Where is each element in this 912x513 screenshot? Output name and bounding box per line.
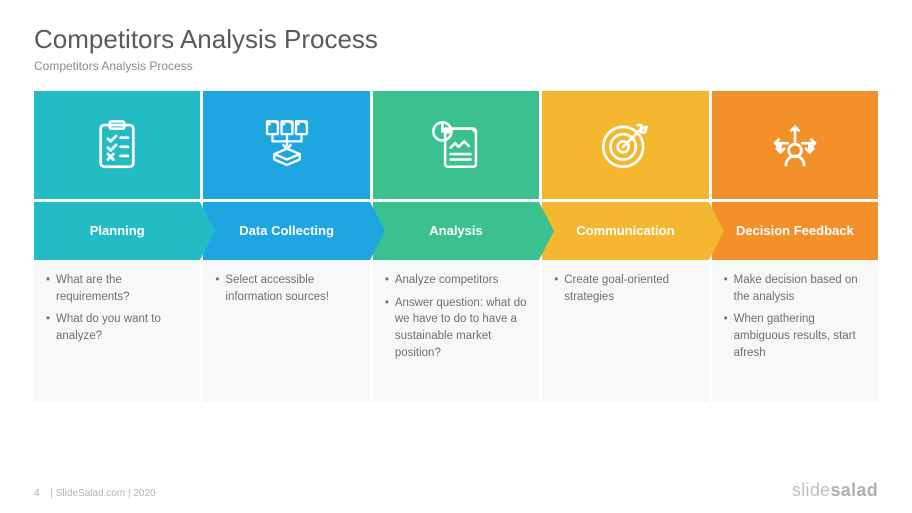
step-bullets: Create goal-oriented strategies [542,260,708,402]
brand-bold: salad [830,480,878,500]
step-label: Analysis [373,202,539,260]
step-bullets: Select accessible information sources! [203,260,369,402]
step-label: Planning [34,202,200,260]
bullet-item: Answer question: what do we have to do t… [385,295,527,362]
step-label-row: Decision Feedback [712,202,878,260]
footer: 4 | SlideSalad.com | 2020 [34,488,156,499]
step-label-row: Communication [542,202,708,260]
decision-icon [712,91,878,199]
bullet-item: Analyze competitors [385,272,527,289]
process-step: Decision FeedbackMake decision based on … [712,91,878,402]
step-bullets: What are the requirements? What do you wa… [34,260,200,402]
process-step: Data Collecting Select accessible informa… [203,91,369,402]
step-bullets: Make decision based on the analysis When … [712,260,878,402]
bullet-item: Create goal-oriented strategies [554,272,696,305]
step-label: Data Collecting [203,202,369,260]
step-label: Decision Feedback [712,202,878,260]
bullet-item: What are the requirements? [46,272,188,305]
bullet-item: What do you want to analyze? [46,311,188,344]
page-number: 4 [34,488,40,499]
process-step: Communication Create goal-oriented strate… [542,91,708,402]
process-columns: Planning What are the requirements? What d… [34,91,878,402]
brand-logo: slidesalad [792,480,878,501]
process-step: Analysis Analyze competitors Answer questi… [373,91,539,402]
slide-subtitle: Competitors Analysis Process [34,59,878,73]
analysis-icon [373,91,539,199]
brand-light: slide [792,480,831,500]
bullet-item: Make decision based on the analysis [724,272,866,305]
bullet-item: When gathering ambiguous results, start … [724,311,866,361]
clipboard-icon [34,91,200,199]
data-collect-icon [203,91,369,199]
step-label-row: Analysis [373,202,539,260]
step-label: Communication [542,202,708,260]
slide: Competitors Analysis Process Competitors… [0,0,912,513]
step-label-row: Data Collecting [203,202,369,260]
slide-title: Competitors Analysis Process [34,24,878,55]
target-icon [542,91,708,199]
step-bullets: Analyze competitors Answer question: what… [373,260,539,402]
bullet-item: Select accessible information sources! [215,272,357,305]
process-step: Planning What are the requirements? What d… [34,91,200,402]
footer-text: | SlideSalad.com | 2020 [50,488,155,499]
step-label-row: Planning [34,202,200,260]
